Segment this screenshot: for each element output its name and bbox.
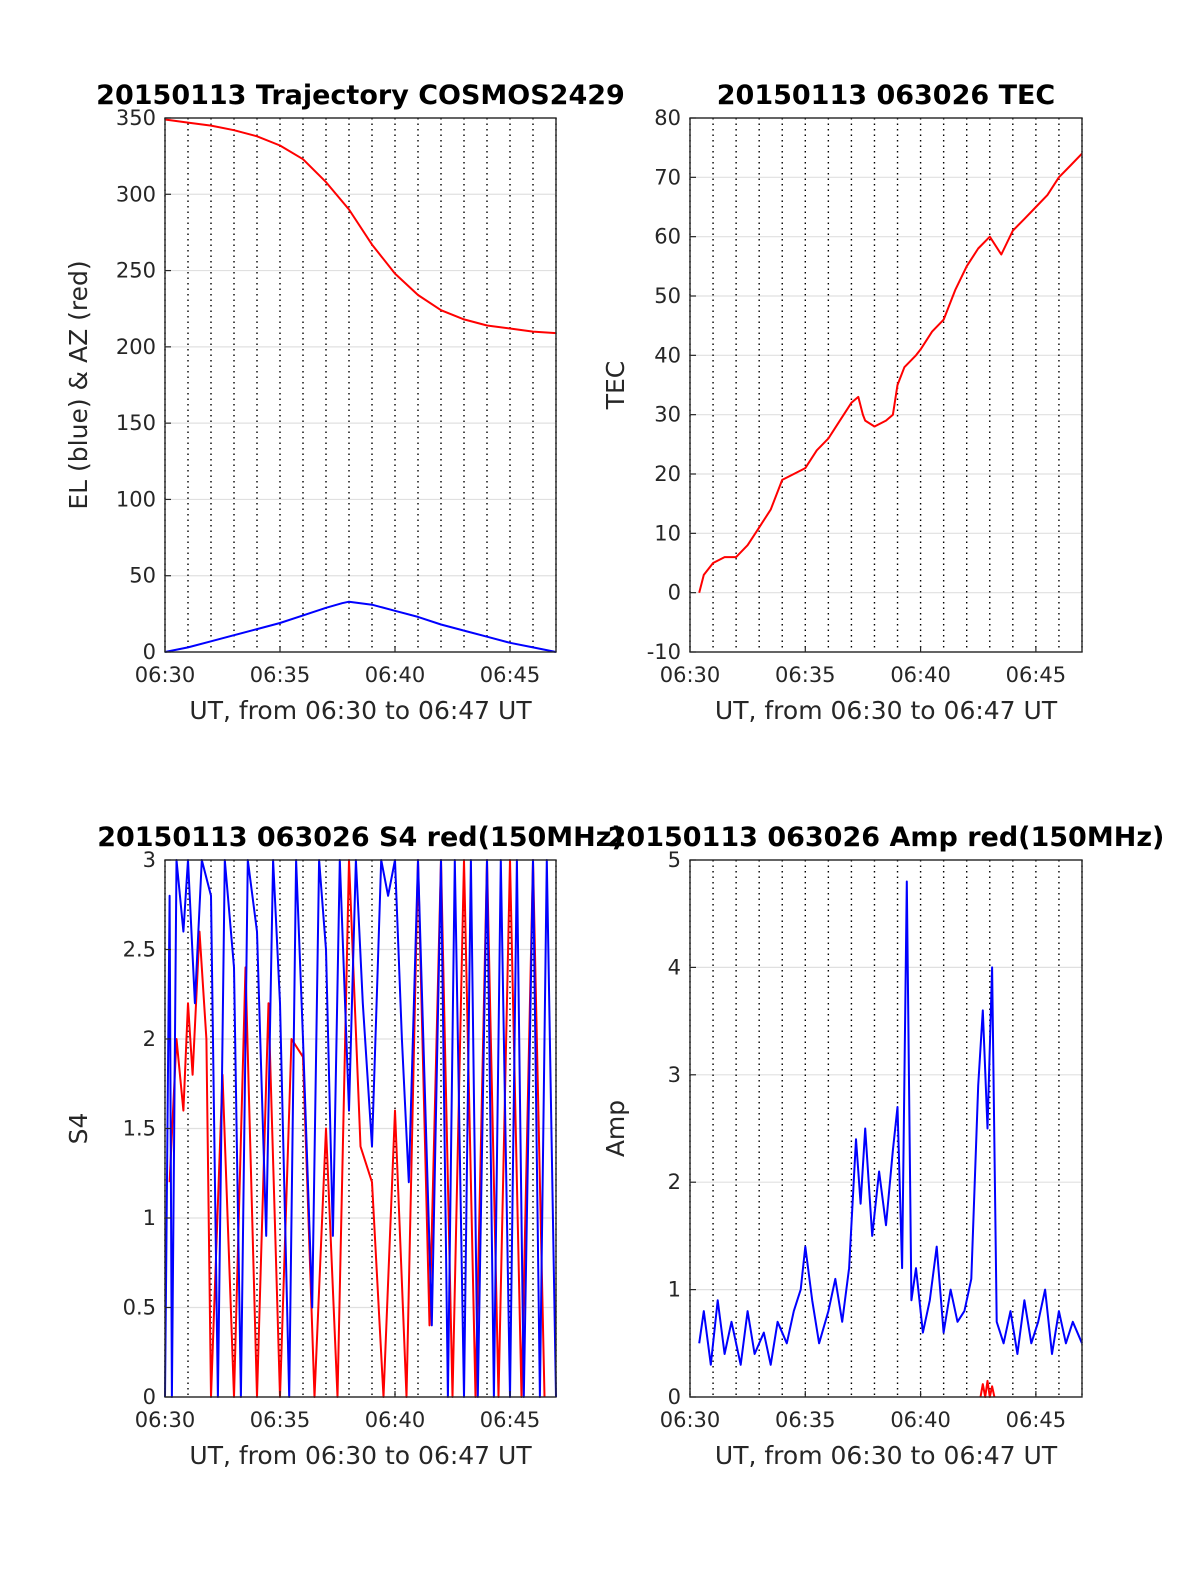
chart-2-ytick-label-3: 20	[654, 462, 681, 486]
chart-2-ytick-label-6: 50	[654, 284, 681, 308]
chart-2-ytick-label-7: 60	[654, 225, 681, 249]
chart-1-xtick-label-1: 06:35	[250, 663, 311, 687]
chart-1-ytick-label-5: 250	[116, 259, 156, 283]
chart-4-ytick-label-1: 1	[668, 1278, 681, 1302]
chart-3-ytick-label-2: 1	[143, 1206, 156, 1230]
chart-3-xtick-label-0: 06:30	[135, 1408, 196, 1432]
chart-4-ytick-label-2: 2	[668, 1170, 681, 1194]
chart-4-xlabel: UT, from 06:30 to 06:47 UT	[715, 1441, 1058, 1470]
chart-3-title: 20150113 063026 S4 red(150MHz)	[97, 822, 624, 853]
chart-3-ytick-label-6: 3	[143, 848, 156, 872]
chart-1-ylabel: EL (blue) & AZ (red)	[64, 260, 93, 509]
chart-2-title: 20150113 063026 TEC	[717, 80, 1056, 111]
chart-4-ytick-label-5: 5	[668, 848, 681, 872]
chart-1-ytick-label-1: 50	[129, 564, 156, 588]
chart-3: 06:30 06:35 06:40 06:45 0 0.5 1 1.5 2 2.5 32015011…	[64, 822, 624, 1470]
chart-3-xtick-label-3: 06:45	[480, 1408, 541, 1432]
chart-4-xtick-label-3: 06:45	[1006, 1408, 1067, 1432]
chart-1-ytick-label-3: 150	[116, 411, 156, 435]
chart-2-xtick-label-3: 06:45	[1006, 663, 1067, 687]
chart-3-ytick-label-4: 2	[143, 1027, 156, 1051]
chart-1-xtick-label-3: 06:45	[480, 663, 541, 687]
chart-4-ytick-label-0: 0	[668, 1385, 681, 1409]
chart-2-ytick-label-0: -10	[647, 640, 681, 664]
chart-2-ytick-label-1: 0	[668, 581, 681, 605]
chart-1-ytick-label-7: 350	[116, 106, 156, 130]
chart-4-xtick-label-0: 06:30	[660, 1408, 721, 1432]
chart-4-title: 20150113 063026 Amp red(150MHz)	[608, 822, 1165, 853]
chart-3-xtick-label-2: 06:40	[365, 1408, 426, 1432]
chart-1: 06:30 06:35 06:40 06:45 0 50 100 150 200 250 300 35…	[64, 80, 625, 725]
chart-3-ytick-label-3: 1.5	[123, 1117, 156, 1141]
chart-1-ytick-label-2: 100	[116, 487, 156, 511]
chart-2-ytick-label-8: 70	[654, 165, 681, 189]
chart-3-ytick-label-5: 2.5	[123, 938, 156, 962]
chart-4-series-2	[698, 880, 1083, 1366]
chart-1-series-2	[164, 600, 557, 653]
chart-2-xtick-label-2: 06:40	[890, 663, 951, 687]
chart-3-ylabel: S4	[64, 1113, 93, 1145]
chart-1-title: 20150113 Trajectory COSMOS2429	[96, 80, 625, 111]
chart-4-ylabel: Amp	[601, 1100, 630, 1157]
chart-3-series-2	[164, 859, 557, 1398]
chart-3-xtick-label-1: 06:35	[250, 1408, 311, 1432]
chart-4-series-1	[979, 1379, 996, 1398]
chart-2: 06:30 06:35 06:40 06:45 -10 0 10 20 30 40 50 60 70 80…	[601, 80, 1083, 725]
chart-1-xtick-label-2: 06:40	[365, 663, 426, 687]
chart-1-series-1	[164, 118, 557, 335]
chart-4-axes-box	[689, 859, 1083, 1398]
chart-1-ytick-label-4: 200	[116, 335, 156, 359]
chart-4-xtick-label-1: 06:35	[775, 1408, 836, 1432]
chart-2-ytick-label-9: 80	[654, 106, 681, 130]
chart-2-axes-box	[689, 117, 1083, 653]
chart-2-ytick-label-5: 40	[654, 343, 681, 367]
chart-4-xtick-label-2: 06:40	[890, 1408, 951, 1432]
chart-2-ylabel: TEC	[601, 361, 630, 411]
chart-2-ytick-label-4: 30	[654, 403, 681, 427]
chart-2-xlabel: UT, from 06:30 to 06:47 UT	[715, 696, 1058, 725]
chart-1-xlabel: UT, from 06:30 to 06:47 UT	[189, 696, 532, 725]
chart-3-ytick-label-0: 0	[143, 1385, 156, 1409]
chart-3-xlabel: UT, from 06:30 to 06:47 UT	[189, 1441, 532, 1470]
chart-1-ytick-label-6: 300	[116, 182, 156, 206]
chart-2-xtick-label-1: 06:35	[775, 663, 836, 687]
chart-4-ytick-label-3: 3	[668, 1063, 681, 1087]
chart-1-ytick-label-0: 0	[143, 640, 156, 664]
chart-2-series-1	[698, 152, 1083, 593]
chart-1-axes-box	[164, 117, 557, 653]
chart-4-ytick-label-4: 4	[668, 955, 681, 979]
chart-2-ytick-label-2: 10	[654, 521, 681, 545]
chart-3-ytick-label-1: 0.5	[123, 1296, 156, 1320]
chart-2-xtick-label-0: 06:30	[660, 663, 721, 687]
chart-1-xtick-label-0: 06:30	[135, 663, 196, 687]
